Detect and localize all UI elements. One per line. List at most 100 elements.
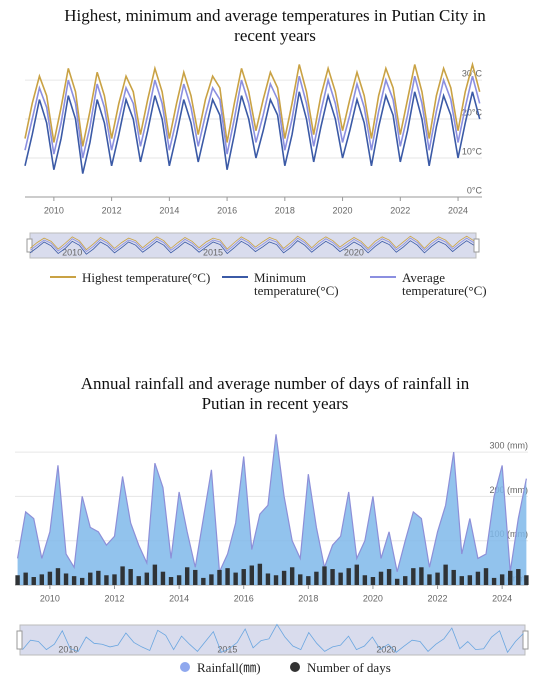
bar — [233, 572, 238, 585]
bar — [524, 575, 529, 585]
bar — [120, 566, 125, 585]
x-tick-label: 2010 — [44, 205, 64, 215]
bar — [241, 569, 246, 585]
y-tick-label: 100 (mm) — [489, 529, 528, 539]
bar — [217, 569, 222, 585]
area — [17, 434, 527, 585]
slider-handle — [522, 630, 529, 650]
bar — [467, 575, 473, 585]
bar — [144, 572, 150, 585]
x-tick-label: 2010 — [40, 593, 60, 603]
bar — [184, 567, 190, 585]
bar — [394, 578, 400, 585]
legend-label: Rainfall(㎜) — [197, 660, 261, 675]
x-tick-label: 2018 — [298, 593, 318, 603]
legend-label: Minimum temperature(°C) — [254, 270, 339, 298]
bar — [411, 568, 416, 585]
bar — [483, 568, 489, 585]
bar — [306, 576, 311, 585]
legend-marker — [290, 662, 300, 672]
bar — [443, 564, 448, 585]
bar — [427, 574, 432, 585]
slider-line — [29, 237, 474, 253]
bar — [386, 569, 392, 585]
y-tick-label: 200 (mm) — [489, 485, 528, 495]
bar — [346, 568, 351, 585]
bar — [152, 564, 158, 585]
bar — [47, 571, 53, 585]
bar — [160, 571, 166, 585]
slider-handle — [473, 238, 480, 253]
bar — [459, 576, 464, 585]
x-tick-label: 2024 — [492, 593, 512, 603]
legend-label: Average temperature(°C) — [402, 270, 487, 298]
bar — [104, 575, 109, 585]
slider-line — [29, 240, 474, 255]
legend-label: Number of days — [307, 660, 391, 675]
x-tick-label: 2014 — [159, 205, 179, 215]
line — [24, 91, 481, 174]
bar — [362, 575, 368, 585]
bar — [273, 575, 279, 585]
y-tick-label: 0°C — [467, 185, 483, 195]
y-tick-label: 300 (mm) — [489, 440, 528, 450]
line — [24, 75, 481, 159]
bar — [225, 568, 230, 585]
area-line — [16, 434, 527, 575]
bar — [370, 577, 376, 585]
slider-label: 2010 — [62, 247, 82, 257]
bar — [15, 575, 20, 585]
legend-marker — [180, 662, 190, 672]
x-tick-label: 2020 — [363, 593, 383, 603]
x-tick-label: 2022 — [390, 205, 410, 215]
x-tick-label: 2016 — [217, 205, 237, 215]
y-tick-label: 10°C — [462, 146, 483, 156]
slider-label: 2020 — [344, 247, 364, 257]
chart-title: Highest, minimum and average temperature… — [64, 6, 486, 45]
bar — [96, 570, 101, 585]
bar — [209, 574, 214, 585]
bar — [516, 569, 521, 585]
chart-title: Annual rainfall and average number of da… — [80, 374, 470, 413]
bar — [257, 563, 263, 585]
bar — [249, 565, 254, 585]
bar — [136, 576, 141, 585]
x-tick-label: 2014 — [169, 593, 189, 603]
bar — [88, 572, 93, 585]
bar — [475, 571, 481, 585]
bar — [378, 571, 384, 585]
bar — [23, 572, 28, 585]
legend-label: Highest temperature(°C) — [82, 270, 211, 285]
x-tick-label: 2024 — [448, 205, 468, 215]
line — [24, 61, 481, 147]
slider-handle — [16, 630, 23, 650]
bar — [176, 575, 182, 585]
bar — [314, 571, 319, 585]
bar — [265, 573, 271, 585]
zoom-slider — [19, 624, 526, 656]
slider-handle — [26, 238, 33, 253]
bar — [193, 569, 198, 585]
bar — [71, 576, 77, 585]
bar — [322, 566, 327, 585]
bar — [128, 569, 133, 585]
y-tick-label: 20°C — [462, 107, 483, 117]
slider-line — [22, 623, 524, 654]
slider-label: 2020 — [376, 644, 396, 654]
bar — [112, 574, 117, 585]
bar — [31, 577, 36, 585]
slider-label: 2010 — [58, 644, 78, 654]
bar — [508, 570, 513, 585]
bar — [298, 574, 303, 585]
x-tick-label: 2020 — [333, 205, 353, 215]
bar — [451, 569, 456, 585]
bar — [39, 574, 45, 585]
bar — [499, 574, 505, 585]
bar — [79, 577, 85, 585]
bar — [491, 577, 497, 585]
bar — [63, 573, 69, 585]
bar — [419, 567, 424, 585]
y-tick-label: 30°C — [462, 68, 483, 78]
x-tick-label: 2022 — [428, 593, 448, 603]
